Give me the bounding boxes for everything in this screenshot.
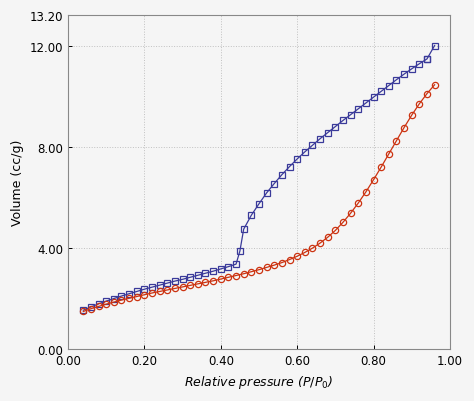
Y-axis label: Volume (cc/g): Volume (cc/g) <box>11 140 24 226</box>
X-axis label: Relative pressure ($P/P_0$): Relative pressure ($P/P_0$) <box>184 373 334 390</box>
